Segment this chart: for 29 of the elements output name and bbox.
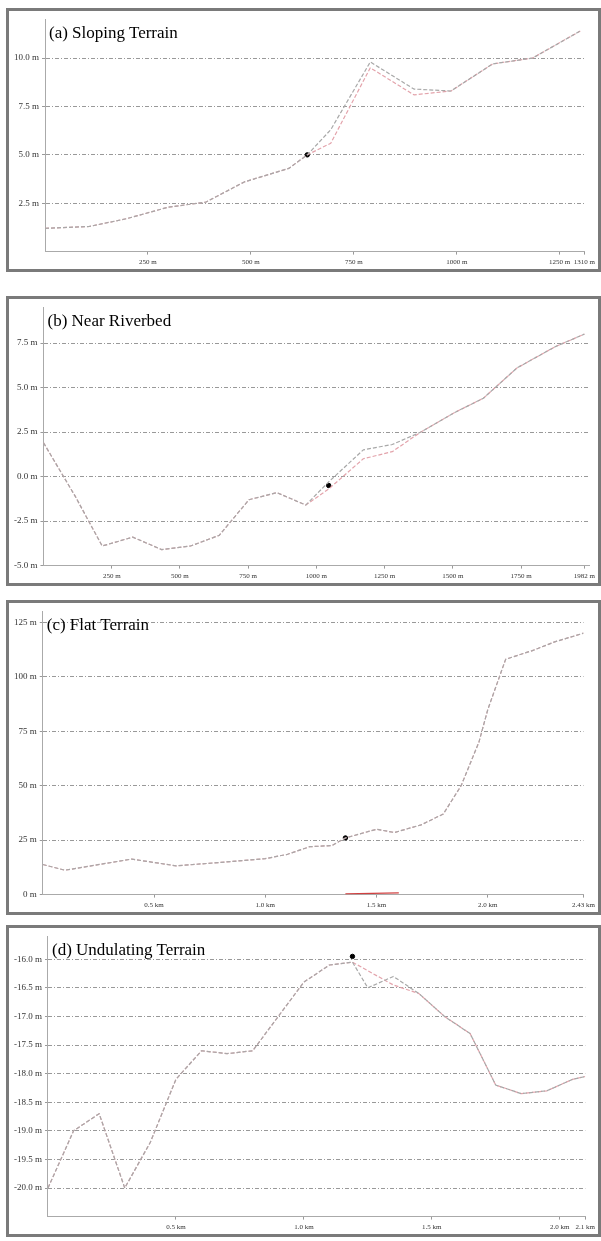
y-tick-label: -2.5 m [14, 515, 38, 526]
y-tick-label: 50 m [18, 780, 37, 791]
y-tick-label: 7.5 m [16, 337, 38, 348]
y-tick-label: 5.0 m [18, 149, 39, 160]
y-tick-label: -17.0 m [14, 1010, 42, 1021]
chart-title: (b) Near Riverbed [47, 310, 172, 330]
chart-title: (d) Undulating Terrain [52, 939, 206, 959]
chart-title: (c) Flat Terrain [46, 614, 150, 634]
y-tick-label: 25 m [18, 834, 37, 845]
y-tick-label: 5.0 m [16, 381, 38, 392]
y-tick-label: -20.0 m [14, 1182, 42, 1193]
y-tick-label: -5.0 m [14, 559, 38, 570]
y-tick-label: -19.5 m [14, 1153, 42, 1164]
y-tick-label: 2.5 m [16, 426, 38, 437]
y-tick-label: -16.0 m [14, 953, 42, 964]
y-tick-label: -19.0 m [14, 1125, 42, 1136]
y-tick-label: 7.5 m [18, 100, 39, 111]
y-tick-label: -18.0 m [14, 1068, 42, 1078]
y-tick-label: -18.5 m [14, 1096, 42, 1107]
y-tick-label: 10.0 m [13, 52, 39, 63]
y-tick-label: 75 m [18, 725, 37, 736]
y-tick-label: 0.0 m [16, 470, 38, 481]
y-tick-label: 100 m [13, 671, 37, 682]
y-tick-label: 125 m [13, 616, 37, 627]
y-tick-label: -16.5 m [14, 982, 42, 993]
y-tick-label: 2.5 m [18, 197, 39, 208]
y-tick-label: -17.5 m [14, 1039, 42, 1050]
y-tick-label: 0 m [22, 888, 37, 899]
chart-title: (a) Sloping Terrain [49, 22, 179, 42]
